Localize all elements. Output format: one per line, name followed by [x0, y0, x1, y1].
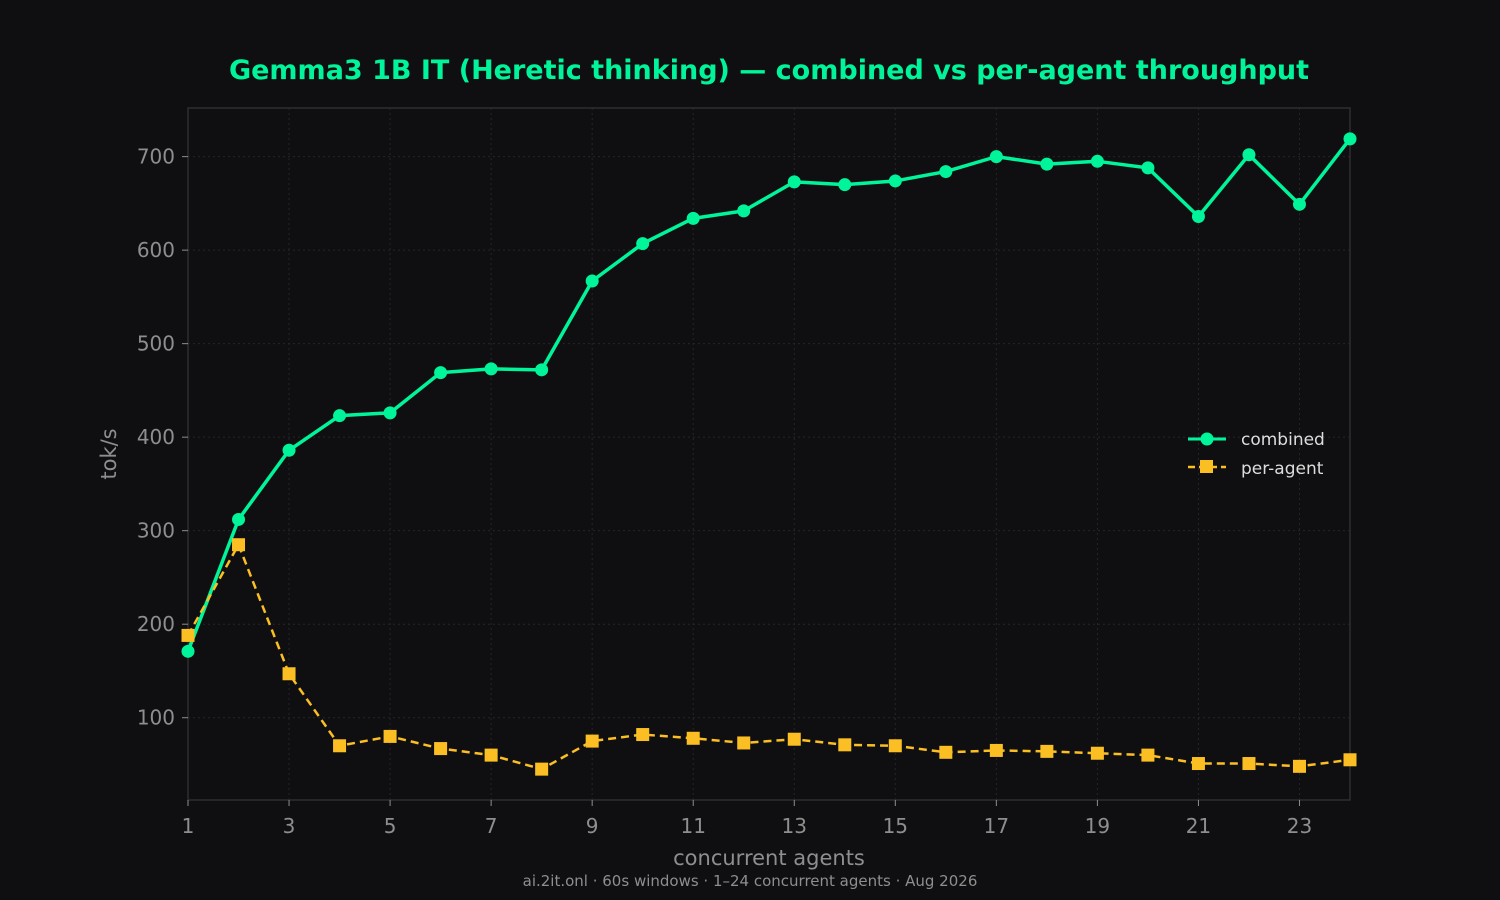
x-tick-label: 5: [384, 814, 397, 838]
y-axis-ticks: 100 200 300 400 500 600 700: [137, 145, 188, 730]
data-point-combined: [939, 165, 953, 179]
data-point-per-agent: [232, 538, 246, 552]
data-point-combined: [737, 204, 751, 218]
x-tick-label: 15: [883, 814, 908, 838]
y-tick-label: 100: [137, 706, 175, 730]
y-tick-label: 300: [137, 519, 175, 543]
plot-area-frame: [187, 107, 1351, 801]
data-point-combined: [1090, 154, 1104, 168]
y-tick-label: 200: [137, 612, 175, 636]
data-point-combined: [636, 237, 650, 251]
data-point-per-agent: [1191, 757, 1205, 771]
data-point-per-agent: [484, 748, 498, 762]
data-point-combined: [686, 211, 700, 225]
x-tick-label: 9: [586, 814, 599, 838]
data-point-per-agent: [838, 738, 852, 752]
data-point-combined: [585, 274, 599, 288]
data-point-per-agent: [1141, 748, 1155, 762]
x-tick-label: 19: [1085, 814, 1110, 838]
legend-label-per-agent: per-agent: [1241, 459, 1324, 479]
series-line-per-agent: [186, 543, 1351, 771]
data-point-per-agent: [1292, 759, 1306, 773]
data-point-per-agent: [282, 667, 296, 681]
y-tick-label: 700: [137, 145, 175, 169]
y-tick-label: 400: [137, 425, 175, 449]
y-axis-label: tok/s: [97, 428, 121, 479]
data-point-combined: [1191, 209, 1205, 223]
chart-title: Gemma3 1B IT (Heretic thinking) — combin…: [229, 55, 1309, 86]
data-point-combined: [838, 178, 852, 192]
data-point-combined: [1242, 148, 1256, 162]
x-tick-label: 1: [182, 814, 195, 838]
data-point-per-agent: [434, 742, 448, 756]
data-point-per-agent: [1343, 753, 1357, 767]
data-point-per-agent: [939, 745, 953, 759]
legend-marker-per-agent: [1200, 460, 1213, 473]
x-tick-label: 21: [1186, 814, 1211, 838]
data-point-combined: [989, 150, 1003, 164]
data-point-per-agent: [585, 734, 599, 748]
data-point-combined: [787, 175, 801, 189]
data-point-per-agent: [636, 728, 650, 742]
data-point-per-agent: [383, 729, 397, 743]
x-tick-label: 7: [485, 814, 498, 838]
data-point-per-agent: [737, 736, 751, 750]
data-point-combined: [484, 362, 498, 376]
legend: combined per-agent: [1188, 430, 1325, 479]
data-point-per-agent: [1090, 746, 1104, 760]
series-line-combined: [186, 137, 1352, 652]
data-point-per-agent: [1040, 744, 1054, 758]
legend-marker-combined: [1200, 432, 1214, 446]
y-tick-label: 600: [137, 238, 175, 262]
data-point-per-agent: [1242, 757, 1256, 771]
data-point-combined: [1040, 157, 1054, 171]
data-point-per-agent: [181, 628, 195, 642]
data-point-per-agent: [535, 762, 549, 776]
data-point-combined: [383, 406, 397, 420]
data-point-combined: [181, 644, 195, 658]
data-point-combined: [1292, 197, 1306, 211]
data-point-per-agent: [888, 739, 902, 753]
x-tick-label: 11: [680, 814, 705, 838]
x-tick-label: 13: [782, 814, 807, 838]
x-axis-ticks: 1 3 5 7 9 11 13 15 17 19 21 23: [182, 800, 1312, 838]
x-tick-label: 17: [984, 814, 1009, 838]
data-point-per-agent: [989, 743, 1003, 757]
data-point-combined: [1141, 161, 1155, 175]
grid-lines: [187, 108, 1350, 800]
data-point-combined: [282, 443, 296, 457]
series-layer: [181, 132, 1357, 776]
x-tick-label: 23: [1287, 814, 1312, 838]
data-point-combined: [1343, 132, 1357, 146]
data-point-per-agent: [686, 731, 700, 745]
data-point-combined: [232, 512, 246, 526]
data-point-per-agent: [333, 739, 347, 753]
data-point-combined: [434, 366, 448, 380]
data-point-combined: [535, 363, 549, 377]
data-point-per-agent: [787, 732, 801, 746]
legend-label-combined: combined: [1241, 430, 1325, 450]
footer-note: ai.2it.onl · 60s windows · 1–24 concurre…: [523, 872, 978, 890]
x-tick-label: 3: [283, 814, 296, 838]
x-axis-label: concurrent agents: [673, 846, 865, 870]
y-tick-label: 500: [137, 332, 175, 356]
data-point-combined: [888, 174, 902, 188]
data-point-combined: [333, 409, 347, 423]
